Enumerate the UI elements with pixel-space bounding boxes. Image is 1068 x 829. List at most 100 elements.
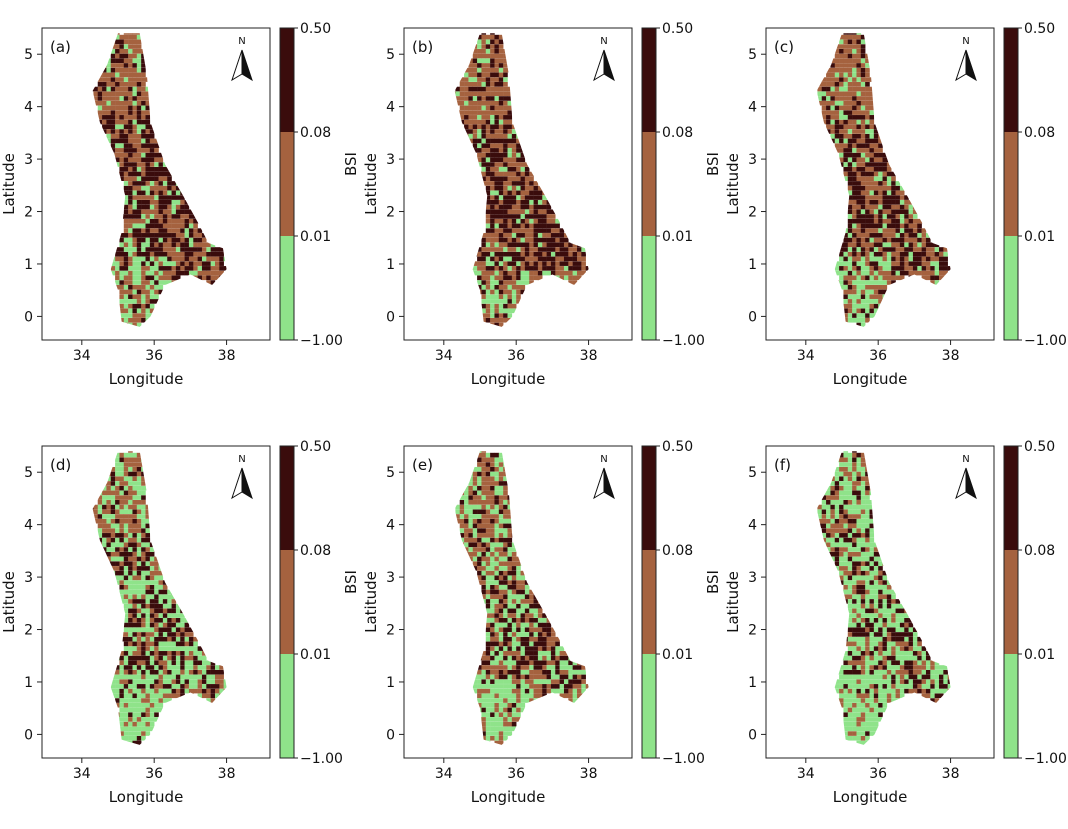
map-cell [542,252,547,257]
map-cell [922,261,927,266]
map-cell [128,167,133,172]
map-cell [883,209,888,214]
map-cell [115,153,120,158]
map-cell [870,247,875,252]
map-cell [573,110,578,115]
map-cell [835,115,840,120]
map-cell [568,106,573,111]
map-cell [494,101,499,106]
map-cell [904,35,909,40]
map-cell [128,500,133,505]
map-cell [564,327,569,332]
map-cell [468,228,473,233]
map-cell [835,139,840,144]
map-cell [468,214,473,219]
map-cell [529,280,534,285]
map-cell [904,252,909,257]
map-cell [856,313,861,318]
map-cell [870,200,875,205]
map-cell [111,261,116,266]
map-cell [137,500,142,505]
y-tick-label: 2 [24,623,33,639]
map-cell [146,285,151,290]
map-cell [900,209,905,214]
map-cell [206,252,211,257]
map-cell [111,623,116,628]
map-cell [119,632,124,637]
map-cell [146,124,151,129]
map-cell [202,290,207,295]
map-cell [542,209,547,214]
map-cell [228,271,233,276]
map-cell [817,139,822,144]
map-cell [124,613,129,618]
map-cell [481,162,486,167]
map-cell [128,299,133,304]
map-cell [577,134,582,139]
map-cell [198,313,203,318]
map-cell [913,257,918,262]
map-cell [878,327,883,332]
map-cell [473,87,478,92]
map-cell [848,294,853,299]
map-cell [852,54,857,59]
map-cell [189,656,194,661]
map-cell [856,257,861,262]
map-cell [115,675,120,680]
map-cell [206,448,211,453]
map-cell [560,238,565,243]
map-cell [176,665,181,670]
map-cell [128,115,133,120]
map-cell [132,613,137,618]
map-cell [896,233,901,238]
map-cell [119,214,124,219]
map-cell [822,120,827,125]
map-cell [128,514,133,519]
map-cell [132,49,137,54]
map-cell [852,195,857,200]
map-cell [564,143,569,148]
map-cell [861,219,866,224]
map-cell [111,660,116,665]
map-cell [939,87,944,92]
map-cell [839,158,844,163]
map-cell [132,689,137,694]
map-cell [119,580,124,585]
map-cell [141,590,146,595]
map-cell [843,158,848,163]
map-cell [185,294,190,299]
map-cell [211,271,216,276]
map-cell [896,134,901,139]
map-cell [508,139,513,144]
map-cell [206,280,211,285]
map-cell [198,214,203,219]
map-cell [891,200,896,205]
map-cell [481,294,486,299]
map-cell [503,148,508,153]
map-cell [224,96,229,101]
map-cell [150,722,155,727]
map-cell [202,717,207,722]
map-cell [141,54,146,59]
map-cell [189,566,194,571]
map-cell [516,299,521,304]
map-cell [202,741,207,746]
map-cell [883,313,888,318]
map-cell [473,266,478,271]
map-cell [167,261,172,266]
map-cell [499,219,504,224]
map-cell [89,261,94,266]
map-cell [939,209,944,214]
map-cell [154,153,159,158]
map-cell [119,176,124,181]
map-cell [835,186,840,191]
map-cell [111,40,116,45]
map-cell [917,252,922,257]
map-cell [865,186,870,191]
map-cell [98,77,103,82]
map-cell [581,228,586,233]
map-cell [163,486,168,491]
map-cell [132,670,137,675]
map-cell [560,309,565,314]
map-cell [185,271,190,276]
